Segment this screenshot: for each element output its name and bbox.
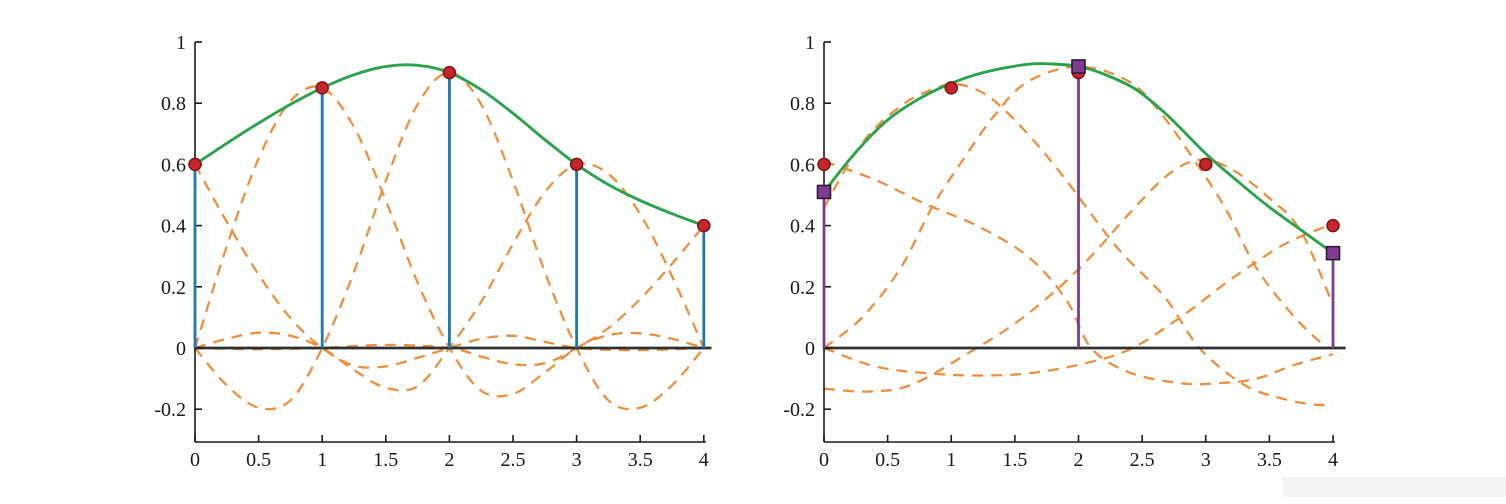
y-tick-label: 1 — [176, 32, 186, 54]
x-tick-label: 1.5 — [373, 449, 398, 471]
data-point-marker — [315, 81, 329, 95]
interpolation-panel-scaled-basis-0-curve — [193, 163, 704, 369]
y-tick-label: 0.4 — [161, 216, 186, 238]
approximation-panel-scaled-basis-4-curve — [823, 224, 1334, 377]
x-tick-label: 2 — [444, 449, 454, 471]
interpolation-panel-scaled-basis-2-curve — [194, 71, 705, 411]
y-tick-label: 0.6 — [790, 154, 815, 176]
x-tick-label: 3 — [572, 449, 582, 471]
control-point-marker — [1325, 245, 1341, 261]
left-interpolation-plot: 0 0.5 1 1.5 2 2.5 3 3.5 4 -0.2 0 0.2 0.4 0.6 0.8 1 — [154, 32, 712, 471]
x-tick-label: 1 — [946, 449, 956, 471]
interpolation-panel-basis-curves — [193, 71, 705, 411]
x-tick-label: 4 — [699, 449, 709, 471]
x-tick-label: 3.5 — [1257, 449, 1282, 471]
interpolation-panel-scaled-basis-3-curve — [194, 162, 705, 392]
approximation-panel-stems — [822, 66, 1335, 348]
interpolation-panel-stems — [193, 72, 706, 348]
x-tick-label: 3.5 — [628, 449, 653, 471]
y-tick-label: 0 — [805, 338, 815, 360]
approximation-panel-scaled-basis-1-curve — [823, 82, 1334, 407]
x-tick-label: 3 — [1201, 449, 1211, 471]
data-point-marker — [188, 157, 202, 172]
y-tick-label: 0.6 — [161, 154, 186, 176]
right-approximation-plot: 0 0.5 1 1.5 2 2.5 3 3.5 4 -0.2 0 0.2 0.4 0.6 0.8 1 — [783, 32, 1346, 471]
x-tick-label: 0.5 — [875, 449, 900, 471]
y-tick-label: -0.2 — [783, 399, 815, 421]
x-tick-label: 2.5 — [501, 449, 526, 471]
y-tick-label: 0.2 — [161, 277, 186, 299]
approximation-panel-basis-curves — [823, 65, 1335, 407]
data-point-marker — [442, 65, 457, 80]
approximation-panel-axes: 0 0.5 1 1.5 2 2.5 3 3.5 4 -0.2 0 0.2 0.4 0.6 0.8 1 — [783, 32, 1338, 471]
y-tick-label: 1 — [805, 32, 815, 54]
x-tick-label: 4 — [1328, 449, 1338, 471]
x-tick-label: 0 — [190, 449, 200, 471]
x-tick-label: 1 — [317, 449, 327, 471]
y-tick-label: 0.2 — [790, 277, 815, 299]
control-point-marker — [1071, 59, 1086, 74]
bottom-right-gray-strip — [1282, 477, 1506, 497]
y-tick-label: -0.2 — [154, 399, 186, 421]
control-point-marker — [816, 184, 832, 200]
interpolation-panel-axes: 0 0.5 1 1.5 2 2.5 3 3.5 4 -0.2 0 0.2 0.4 0.6 0.8 1 — [154, 32, 708, 471]
x-tick-label: 2.5 — [1130, 449, 1155, 471]
approximation-panel-scaled-basis-3-curve — [823, 158, 1335, 393]
data-point-marker — [697, 218, 711, 233]
x-tick-label: 0.5 — [246, 449, 271, 471]
x-tick-label: 2 — [1074, 449, 1084, 471]
y-tick-label: 0.8 — [790, 93, 815, 115]
x-tick-label: 0 — [819, 449, 829, 471]
data-point-marker — [569, 157, 584, 172]
data-point-marker — [944, 81, 958, 95]
interpolation-panel-data-points — [188, 65, 711, 233]
y-tick-label: 0 — [176, 338, 186, 360]
x-tick-label: 1.5 — [1002, 449, 1027, 471]
approximation-panel-scaled-basis-2-curve — [823, 65, 1328, 349]
interpolation-panel-scaled-basis-1-curve — [193, 85, 705, 398]
data-point-marker — [817, 157, 831, 172]
approximation-panel-control-points — [816, 59, 1341, 261]
y-tick-label: 0.4 — [790, 216, 815, 238]
data-point-marker — [1326, 218, 1340, 233]
y-tick-label: 0.8 — [161, 93, 186, 115]
data-point-marker — [1199, 157, 1213, 172]
